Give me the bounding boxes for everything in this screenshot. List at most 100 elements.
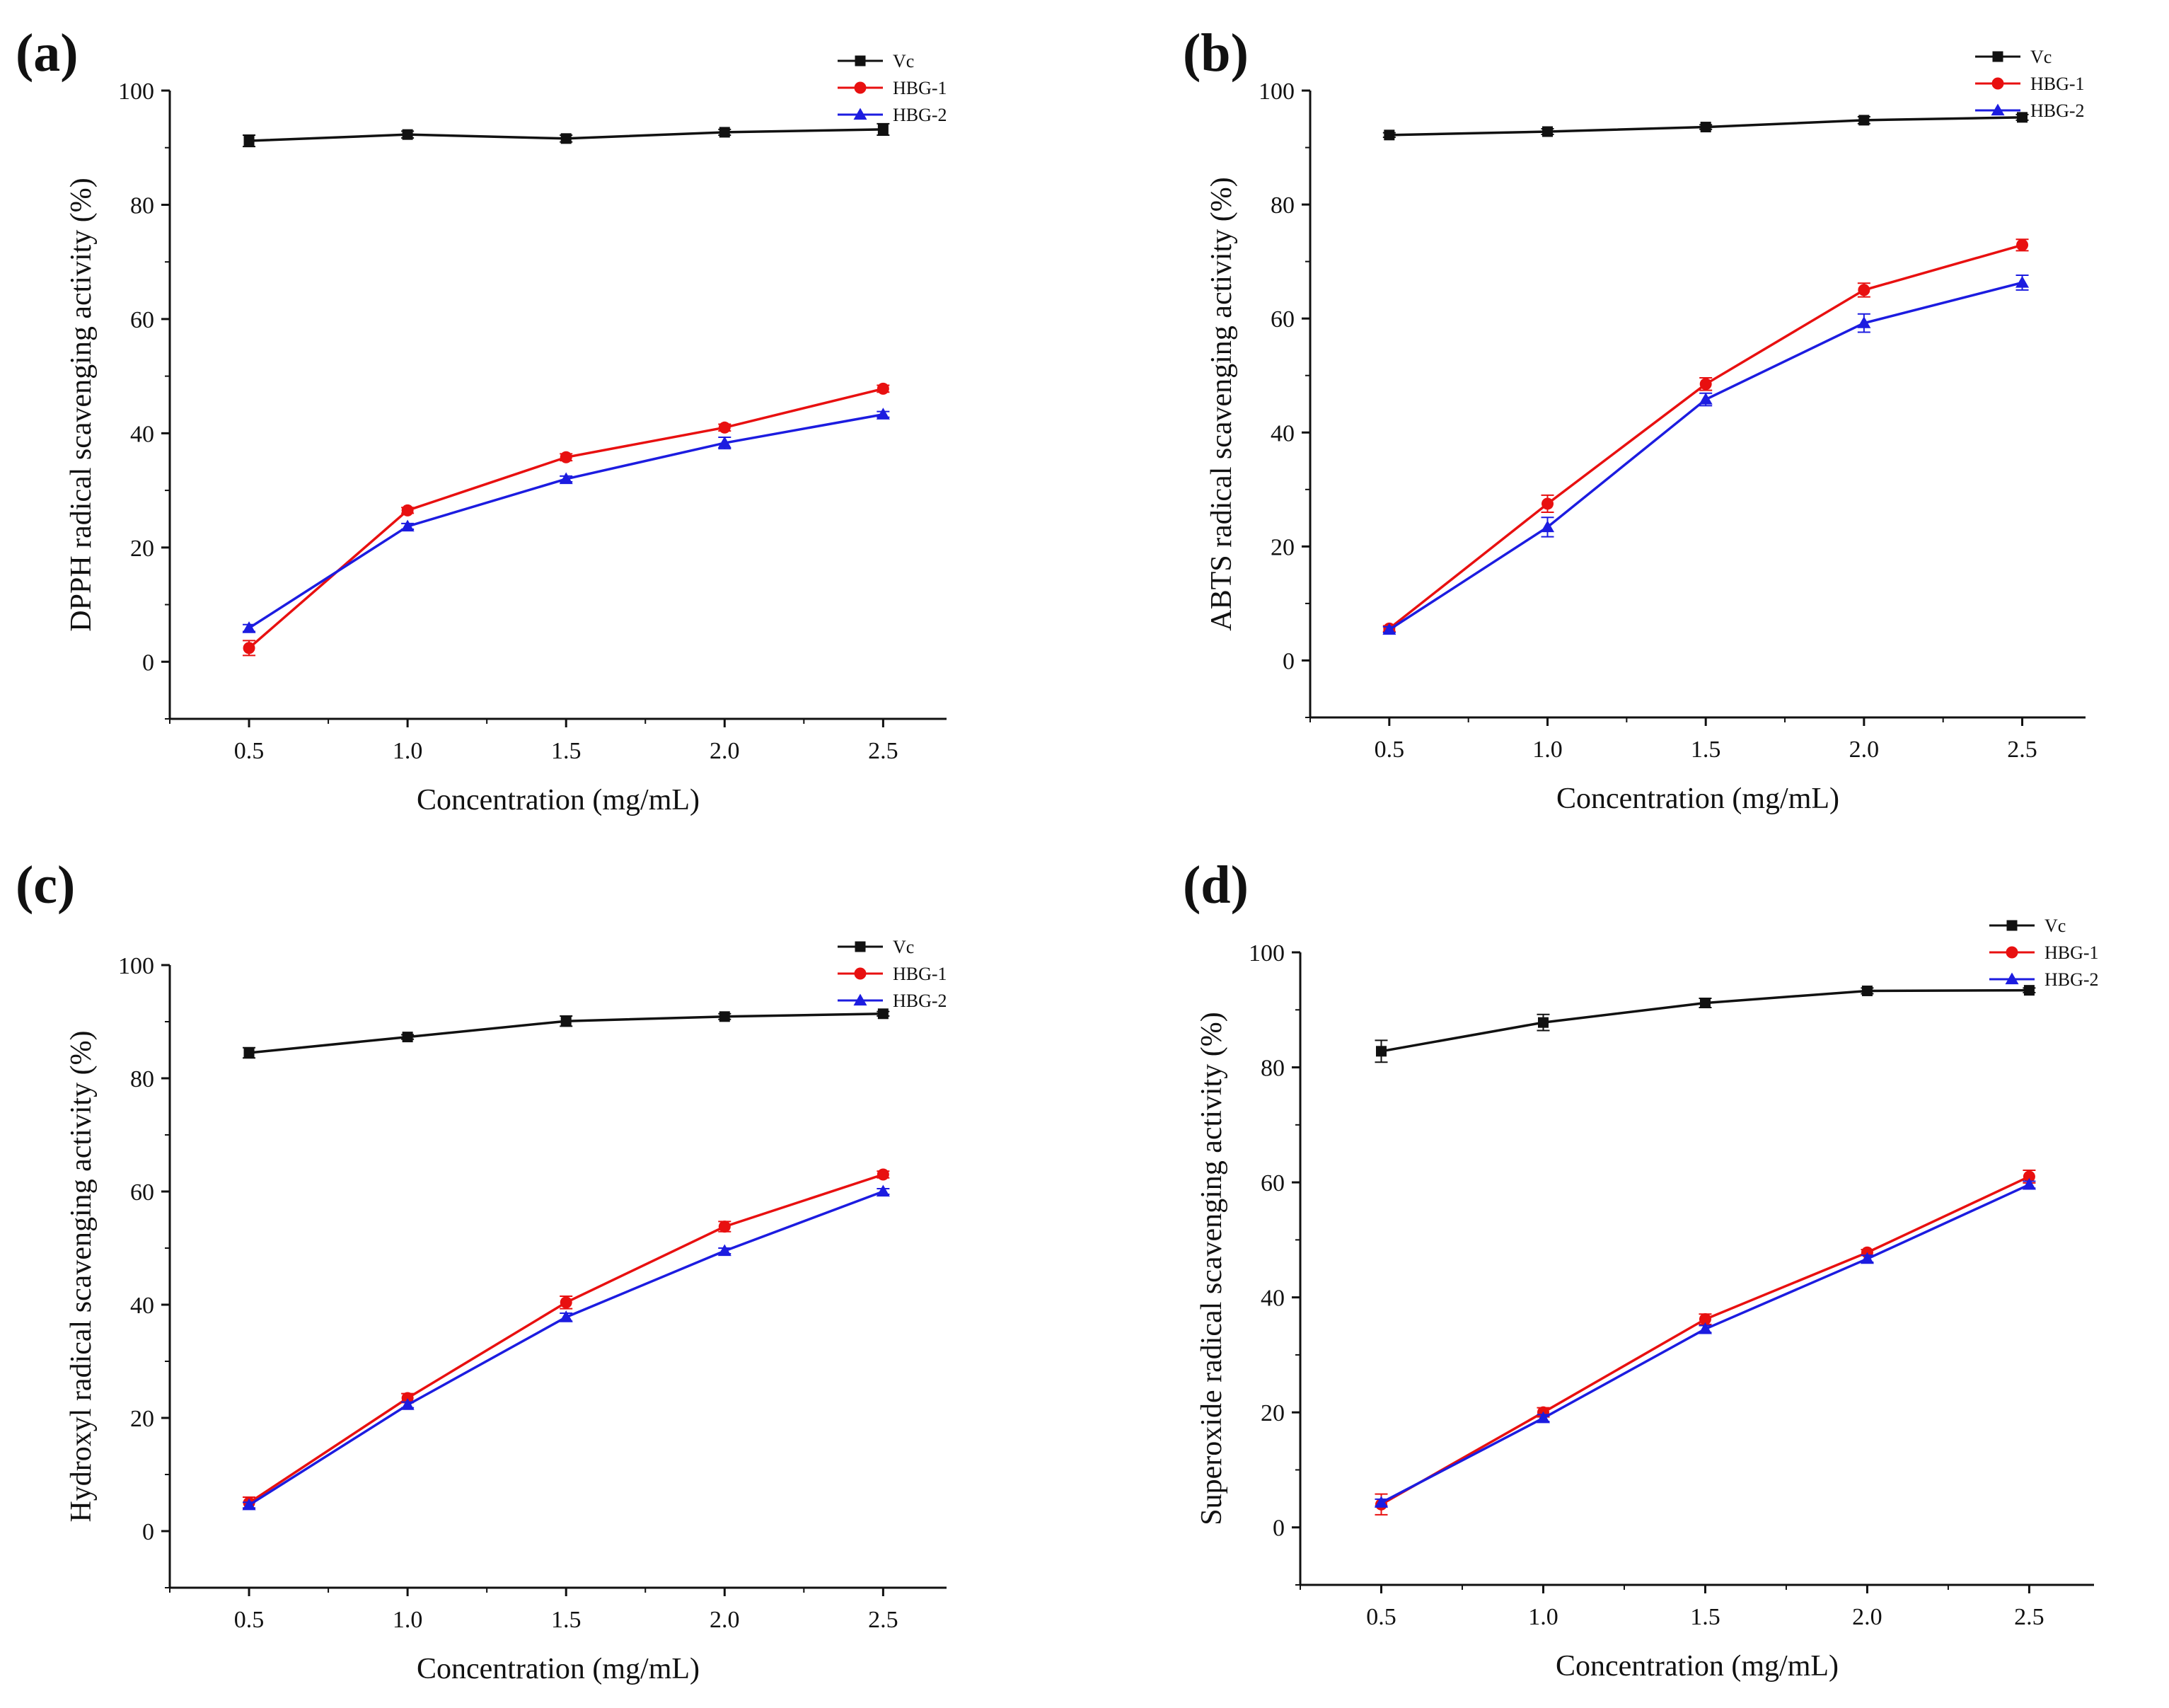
data-point <box>1542 497 1554 510</box>
x-tick-label: 0.5 <box>1375 737 1405 763</box>
y-tick-label: 40 <box>130 1293 154 1319</box>
data-point <box>877 1168 889 1181</box>
x-tick-label: 1.5 <box>551 738 582 764</box>
legend-marker <box>853 993 867 1006</box>
data-point <box>2016 238 2029 251</box>
legend-label: Vc <box>893 937 914 957</box>
data-point <box>1699 393 1713 405</box>
legend-label: HBG-1 <box>2044 942 2099 963</box>
y-axis-title: Superoxide radical scavenging activity (… <box>1196 1012 1228 1525</box>
chart-panel-4: (d) 0 20 40 60 80 100 0.5 1.0 1.5 2.0 2.5 Concentrat… <box>1183 855 2099 1683</box>
data-point <box>560 1015 572 1027</box>
data-point <box>560 133 572 144</box>
x-tick-label: 2.5 <box>868 1607 898 1633</box>
x-tick-label: 0.5 <box>234 738 265 764</box>
y-tick-label: 60 <box>130 307 154 333</box>
x-tick-label: 1.5 <box>1691 737 1721 763</box>
data-point <box>2023 1170 2035 1183</box>
data-point <box>718 421 731 434</box>
data-point <box>1541 520 1555 533</box>
data-point <box>243 135 255 146</box>
series-vc <box>1382 112 2029 141</box>
y-tick-label: 100 <box>118 79 154 105</box>
x-tick-label: 1.0 <box>393 1607 423 1633</box>
data-point <box>717 436 731 449</box>
y-axis-title: Hydroxyl radical scavenging activity (%) <box>65 1030 98 1522</box>
legend-item-vc: Vc <box>838 937 914 957</box>
data-point <box>1374 1496 1388 1508</box>
y-axis-title: DPPH radical scavenging activity (%) <box>65 178 98 631</box>
legend-item-hbg-2: HBG-2 <box>838 991 947 1011</box>
legend-label: HBG-2 <box>893 991 947 1011</box>
series-hbg-1 <box>243 382 890 657</box>
data-point <box>560 1296 572 1309</box>
y-tick-label: 20 <box>130 1406 154 1432</box>
y-tick-label: 0 <box>1273 1516 1285 1542</box>
series-hbg-1 <box>1375 1170 2036 1516</box>
data-point <box>1860 1252 1874 1264</box>
data-point <box>718 1221 731 1233</box>
legend-label: HBG-2 <box>2030 100 2085 121</box>
y-tick-label: 80 <box>130 192 154 219</box>
data-point <box>876 408 890 420</box>
data-point <box>877 382 889 395</box>
x-tick-label: 2.5 <box>2007 737 2037 763</box>
series-hbg-1 <box>1382 238 2029 635</box>
series-line <box>248 1190 884 1506</box>
legend-marker <box>855 55 866 67</box>
data-point <box>1375 1046 1387 1057</box>
data-point <box>400 519 415 532</box>
data-point <box>559 472 573 485</box>
x-tick-label: 1.5 <box>551 1607 582 1633</box>
data-point <box>1542 126 1554 137</box>
y-tick-label: 0 <box>1283 648 1295 674</box>
y-axis-title: ABTS radical scavenging activity (%) <box>1205 177 1238 630</box>
legend-marker <box>1992 51 2003 62</box>
legend-item-vc: Vc <box>838 51 914 71</box>
panel-label: (d) <box>1183 855 1249 915</box>
legend-label: HBG-1 <box>893 964 947 984</box>
data-point <box>1861 985 1873 996</box>
data-point <box>1699 378 1712 391</box>
data-point <box>243 1047 255 1058</box>
x-tick-label: 1.5 <box>1690 1604 1720 1630</box>
chart-panel-2: (b) 0 20 40 60 80 100 0.5 1.0 1.5 2.0 2.5 Concentrat… <box>1183 23 2086 815</box>
y-tick-label: 40 <box>130 421 154 447</box>
legend-marker <box>854 81 867 94</box>
legend-item-hbg-1: HBG-1 <box>1975 74 2085 94</box>
y-tick-label: 80 <box>130 1066 154 1092</box>
data-point <box>1700 122 1711 133</box>
x-tick-label: 2.0 <box>1852 1604 1882 1630</box>
legend-item-hbg-1: HBG-1 <box>1989 942 2099 963</box>
legend-label: Vc <box>2044 916 2066 936</box>
x-axis-title: Concentration (mg/mL) <box>1556 1650 1839 1683</box>
x-tick-label: 2.0 <box>710 1607 740 1633</box>
y-tick-label: 100 <box>1259 79 1295 105</box>
data-point <box>1384 129 1395 141</box>
data-point <box>242 621 256 633</box>
panel-label: (c) <box>16 855 75 915</box>
y-tick-label: 60 <box>1261 1170 1285 1196</box>
legend-label: HBG-1 <box>893 78 947 98</box>
data-point <box>877 1008 889 1020</box>
series-line <box>1380 1175 2030 1506</box>
data-point <box>877 124 889 135</box>
data-point <box>719 1011 730 1022</box>
panel-label: (a) <box>16 23 79 83</box>
legend-item-vc: Vc <box>1975 47 2052 67</box>
legend-label: Vc <box>2030 47 2052 67</box>
x-axis-title: Concentration (mg/mL) <box>417 784 700 817</box>
data-point <box>2015 275 2030 288</box>
x-tick-label: 1.0 <box>1528 1604 1558 1630</box>
series-line <box>1388 243 2023 630</box>
data-point <box>1699 1313 1711 1326</box>
data-point <box>1537 1017 1549 1028</box>
legend-item-hbg-2: HBG-2 <box>838 105 947 125</box>
data-point <box>242 1498 256 1511</box>
data-point <box>1536 1411 1550 1424</box>
y-tick-label: 60 <box>130 1179 154 1206</box>
series-hbg-1 <box>243 1168 890 1509</box>
legend-marker <box>1991 103 2005 116</box>
legend-marker <box>854 967 867 980</box>
